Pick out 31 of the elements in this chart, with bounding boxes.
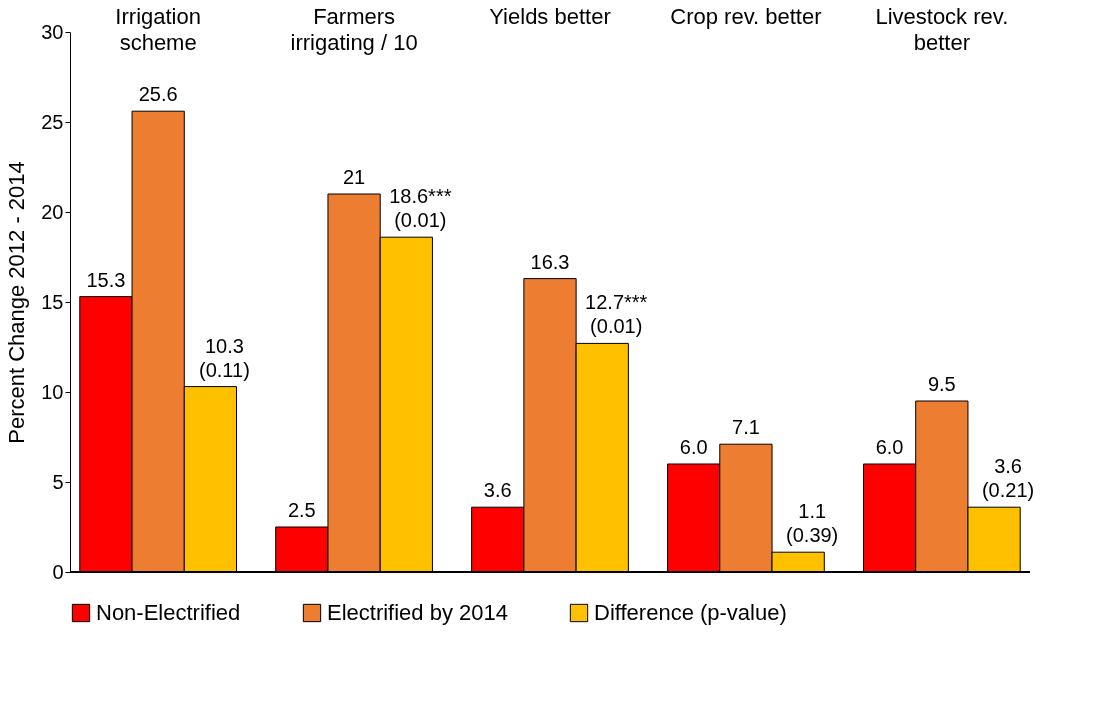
y-axis-title: Percent Change 2012 - 2014: [4, 161, 30, 444]
x-tick-label: Yields better: [489, 3, 611, 29]
data-label: 3.6 (0.21): [981, 455, 1035, 502]
data-label: 25.6: [138, 83, 178, 106]
data-label: 2.5: [287, 499, 316, 521]
data-label: 6.0: [875, 436, 904, 458]
legend-label: Difference (p-value): [594, 600, 787, 625]
x-tick-label: Irrigation scheme: [115, 3, 201, 55]
data-label: 10.3 (0.11): [199, 334, 250, 381]
x-tick-label: Farmers irrigating / 10: [290, 3, 418, 55]
data-label: 9.5: [927, 373, 956, 395]
data-label: 1.1 (0.39): [786, 500, 839, 547]
data-label: 12.7*** (0.01): [585, 291, 648, 338]
data-label: 21: [342, 166, 366, 188]
y-tick-label: 15: [41, 290, 64, 313]
y-tick-label: 30: [41, 20, 64, 43]
legend-label: Non-Electrified: [96, 600, 241, 625]
data-label: 18.6*** (0.01): [389, 185, 452, 232]
data-label: 7.1: [732, 416, 760, 439]
data-label: 16.3: [530, 250, 570, 273]
data-label: 15.3: [86, 268, 126, 291]
y-tick-label: 25: [41, 110, 64, 133]
x-tick-label: Crop rev. better: [670, 3, 822, 29]
y-tick-label: 10: [41, 380, 64, 403]
y-tick-label: 20: [41, 200, 64, 223]
data-label: 3.6: [483, 479, 512, 502]
x-tick-label: Livestock rev. better: [875, 3, 1009, 55]
y-tick-label: 0: [52, 560, 64, 583]
y-tick-label: 5: [52, 470, 64, 493]
data-label: 6.0: [679, 436, 708, 458]
legend-label: Electrified by 2014: [327, 600, 508, 625]
